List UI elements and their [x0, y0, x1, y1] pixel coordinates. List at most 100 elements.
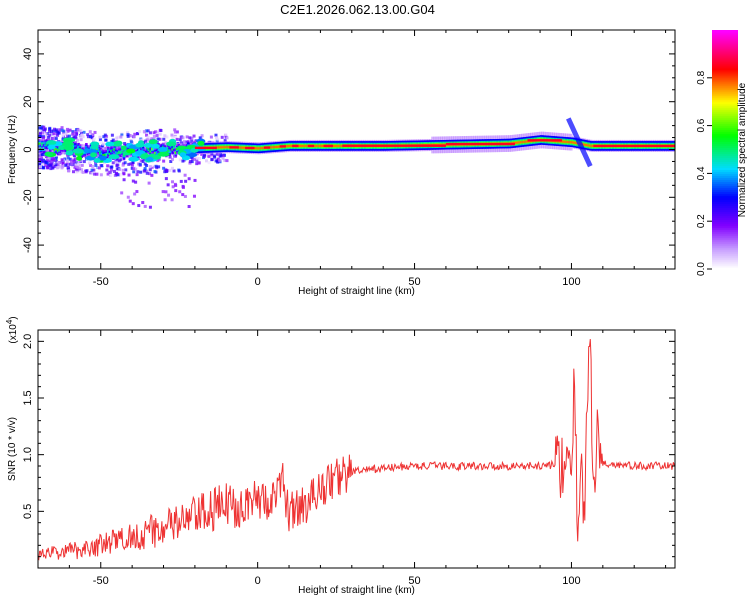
heat-cell — [56, 133, 60, 137]
heat-cell — [214, 159, 218, 163]
heat-cell — [69, 159, 73, 163]
colorbar-cell — [712, 195, 738, 198]
heat-cell — [334, 144, 338, 147]
heat-cell — [48, 130, 52, 134]
heat-cell — [156, 137, 160, 141]
heat-cell — [148, 165, 152, 169]
heat-cell — [93, 130, 97, 134]
heat-cell — [40, 127, 44, 131]
heat-cell — [47, 135, 51, 139]
heat-cell — [571, 141, 575, 144]
heat-cell — [96, 148, 99, 151]
colorbar-cell — [712, 43, 738, 47]
colorbar-cell — [712, 199, 738, 202]
heat-blob — [46, 140, 57, 146]
colorbar-cell — [712, 175, 738, 178]
heat-cell — [162, 159, 166, 163]
heat-cell — [216, 160, 220, 164]
heat-cell — [116, 152, 120, 155]
colorbar-cell — [712, 155, 738, 159]
heat-cell — [195, 162, 199, 166]
colorbar-cell — [712, 115, 738, 119]
heat-cell — [159, 128, 163, 132]
heat-cell — [79, 138, 83, 142]
colorbar-cell — [712, 169, 738, 173]
heat-cell — [221, 146, 225, 149]
heat-cell — [66, 149, 69, 152]
heat-cell — [218, 146, 222, 149]
heat-cell — [107, 150, 110, 153]
heat-cell — [177, 169, 181, 173]
heat-cell — [70, 149, 74, 152]
heat-cell — [49, 164, 53, 168]
colorbar-cell — [712, 123, 738, 127]
heat-cell — [154, 164, 158, 168]
heat-cell — [173, 130, 177, 134]
heat-cell — [80, 168, 84, 172]
heat-cell — [172, 146, 176, 149]
heat-cell — [172, 169, 176, 173]
heat-cell — [44, 163, 48, 167]
heat-cell — [524, 140, 527, 143]
heat-cell — [49, 160, 53, 164]
heat-cell — [587, 144, 590, 147]
heat-cell — [254, 147, 258, 150]
heat-cell — [76, 162, 80, 166]
heat-cell — [220, 146, 223, 149]
heat-cell — [209, 135, 213, 139]
colorbar-cell — [712, 159, 738, 163]
heat-cell — [105, 168, 109, 172]
colorbar-cell — [712, 103, 738, 107]
heat-blob — [166, 141, 177, 147]
colorbar-cell — [712, 59, 738, 63]
colorbar-cell — [712, 265, 738, 268]
heat-cell — [41, 162, 45, 166]
colorbar-cell — [712, 55, 738, 59]
heat-cell — [195, 158, 199, 162]
heat-cell — [100, 164, 104, 168]
heat-cell — [51, 166, 55, 170]
heat-cell — [105, 164, 109, 168]
heat-cell — [66, 165, 70, 169]
heat-cell — [224, 146, 228, 149]
heat-blob — [157, 151, 170, 157]
colorbar-cell — [712, 141, 738, 145]
heat-cell — [339, 144, 342, 147]
heat-cell — [118, 151, 121, 154]
x-axis-label: Height of straight line (km) — [298, 286, 415, 297]
heat-cell — [38, 126, 42, 130]
heat-cell — [105, 153, 109, 156]
colorbar-cell — [712, 63, 738, 67]
heat-cell — [62, 129, 66, 133]
heat-cell — [115, 136, 119, 140]
colorbar-cell — [712, 223, 738, 226]
heat-cell — [183, 194, 187, 198]
spectrogram-layer — [38, 117, 675, 209]
colorbar-cell — [712, 39, 738, 43]
heat-cell — [75, 170, 79, 174]
heat-cell — [514, 141, 518, 144]
heat-cell — [153, 170, 157, 174]
heat-cell — [290, 144, 294, 147]
heat-cell — [80, 131, 84, 135]
heat-cell — [52, 129, 56, 133]
colorbar-tick-label: 0.6 — [696, 118, 707, 132]
heat-cell — [332, 144, 336, 147]
heat-cell — [80, 163, 84, 167]
y-tick-label: 2.0 — [22, 334, 34, 349]
heat-cell — [170, 198, 174, 202]
colorbar-cell — [712, 245, 738, 248]
heat-cell — [138, 148, 142, 151]
heat-cell — [216, 146, 220, 149]
heat-cell — [190, 160, 194, 164]
colorbar-cell — [712, 137, 738, 141]
heat-cell — [44, 143, 47, 146]
heat-cell — [174, 136, 178, 140]
heat-cell — [53, 148, 57, 151]
colorbar-cell — [712, 121, 738, 125]
heat-cell — [565, 140, 568, 143]
heat-cell — [110, 168, 114, 172]
heat-cell — [340, 144, 344, 147]
heat-cell — [101, 144, 105, 148]
heat-cell — [121, 163, 125, 167]
